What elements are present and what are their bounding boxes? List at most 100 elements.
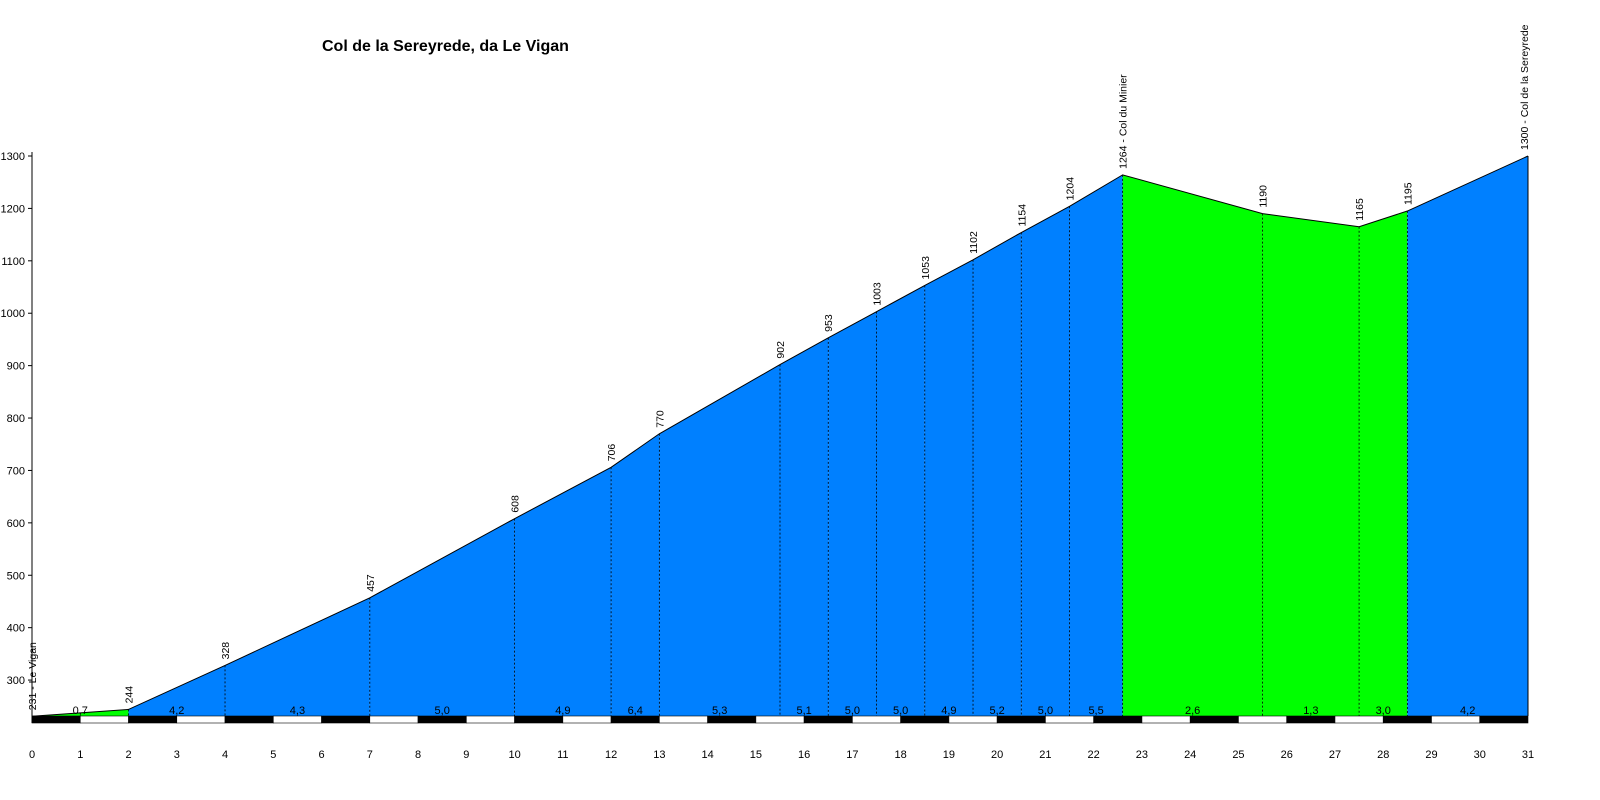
gradient-label: 3,0: [1376, 705, 1391, 717]
x-tick-label: 22: [1088, 749, 1100, 761]
x-tick-label: 24: [1184, 749, 1196, 761]
x-tick-label: 23: [1136, 749, 1148, 761]
x-tick-label: 30: [1474, 749, 1486, 761]
x-tick-label: 29: [1425, 749, 1437, 761]
km-bar-cell: [1045, 715, 1094, 724]
gradient-label: 5,1: [796, 705, 811, 717]
km-bar-cell: [1141, 715, 1191, 724]
elevation-label: 770: [654, 410, 666, 428]
y-tick-label: 1100: [1, 256, 25, 268]
x-tick-label: 7: [367, 749, 373, 761]
profile-segment-area: [369, 518, 515, 716]
y-tick-label: 900: [7, 361, 25, 373]
x-tick-label: 10: [508, 749, 520, 761]
elevation-label: 1053: [920, 256, 932, 280]
x-tick-label: 25: [1232, 749, 1244, 761]
profile-line: [31, 155, 1529, 717]
km-bar-cell: [224, 715, 274, 724]
x-tick-label: 2: [125, 749, 131, 761]
gradient-label: 5,5: [1088, 705, 1103, 717]
profile-segment-area: [1262, 213, 1360, 717]
elevation-label: 1165: [1354, 198, 1366, 221]
km-bar-cell: [176, 715, 226, 724]
x-tick-label: 5: [270, 749, 276, 761]
profile-outline: [31, 155, 1529, 717]
km-bar-cell: [417, 715, 467, 724]
x-tick-label: 0: [29, 749, 35, 761]
x-tick-label: 6: [318, 749, 324, 761]
km-bar-cell: [755, 715, 805, 724]
profile-segment-area: [973, 232, 1022, 716]
gradient-label: 2,6: [1185, 705, 1200, 717]
gradient-label: 4,2: [1460, 705, 1475, 717]
segment-dividers: [128, 174, 1408, 716]
elevation-label: 1102: [968, 231, 980, 254]
x-tick-label: 20: [991, 749, 1003, 761]
elevation-label: 244: [124, 686, 136, 704]
km-bar-cell: [948, 715, 998, 724]
profile-segment-area: [1407, 156, 1528, 716]
x-tick-label: 19: [943, 749, 955, 761]
gradient-label: 6,4: [628, 705, 643, 717]
profile-segment-area: [1122, 174, 1263, 716]
elevation-label: 1195: [1402, 182, 1414, 205]
gradient-label: 5,3: [712, 705, 727, 717]
gradient-label: 5,0: [1038, 705, 1053, 717]
x-tick-label: 18: [895, 749, 907, 761]
km-bar-cell: [1286, 715, 1336, 724]
km-bar-cell: [1238, 715, 1288, 724]
x-tick-label: 21: [1039, 749, 1051, 761]
profile-areas: [32, 156, 1528, 717]
elevation-label: 1264 - Col du Minier: [1118, 74, 1130, 169]
gradient-labels: 0,7 4,2 4,3 5,0 4,9 6,4 5,3 5,1 5,0 5,0 4,9 5,2 5,0 5…: [73, 705, 1476, 717]
y-tick-label: 300: [7, 675, 25, 687]
gradient-label: 4,9: [941, 705, 956, 717]
x-tick-label: 8: [415, 749, 421, 761]
profile-segment-area: [659, 364, 780, 716]
gradient-label: 4,2: [169, 705, 184, 717]
elevation-label: 1154: [1016, 204, 1028, 227]
gradient-label: 5,0: [893, 705, 908, 717]
y-axis: 300 400 500 600 700 800 900 1000 1100 1200 1300: [1, 151, 33, 723]
x-tick-label: 3: [174, 749, 180, 761]
x-tick-label: 16: [798, 749, 810, 761]
profile-segment-area: [1021, 206, 1070, 717]
km-bar-cell: [514, 715, 564, 724]
elevation-label: 328: [220, 642, 232, 660]
x-axis: 0 1 2 3 4 5 6 7 8 9 10 11 12 13 14 15 16 17 18 19 20 21 22 23 24…: [29, 749, 1534, 761]
km-bar-cell: [996, 715, 1046, 724]
x-tick-label: 15: [750, 749, 762, 761]
km-bar-cell: [562, 715, 612, 724]
elevation-labels: 231 - Le Vigan 244 328 457 608 706 770 902 953 10…: [27, 24, 1531, 710]
km-bar-cell: [1382, 715, 1432, 724]
km-bar-cell: [610, 715, 660, 724]
gradient-label: 4,3: [290, 705, 305, 717]
elevation-label: 953: [823, 314, 835, 332]
profile-segment-area: [225, 597, 370, 716]
elevation-label: 457: [365, 574, 377, 592]
gradient-label: 5,0: [435, 705, 450, 717]
gradient-label: 1,3: [1303, 705, 1318, 717]
km-bar: [31, 715, 1529, 724]
profile-segment-area: [1069, 174, 1123, 716]
km-bar-cell: [79, 715, 129, 724]
x-tick-label: 14: [701, 749, 713, 761]
profile-segment-area: [924, 259, 974, 716]
profile-segment-area: [514, 467, 612, 716]
y-tick-label: 1200: [1, 203, 25, 215]
profile-segment-area: [828, 311, 877, 716]
km-bar-cell: [1093, 715, 1143, 724]
km-bar-cell: [1334, 715, 1384, 724]
profile-segment-area: [876, 285, 925, 716]
km-bar-cell: [1431, 715, 1481, 724]
elevation-label: 608: [510, 495, 522, 513]
elevation-label: 902: [775, 341, 787, 359]
chart-title: Col de la Sereyrede, da Le Vigan: [322, 38, 569, 55]
gradient-label: 5,2: [990, 705, 1005, 717]
gradient-label: 0,7: [73, 705, 88, 717]
profile-segment-area: [1359, 211, 1408, 716]
km-bar-cell: [900, 715, 950, 724]
x-tick-label: 9: [463, 749, 469, 761]
km-bar-cell: [272, 715, 322, 724]
x-tick-label: 26: [1281, 749, 1293, 761]
